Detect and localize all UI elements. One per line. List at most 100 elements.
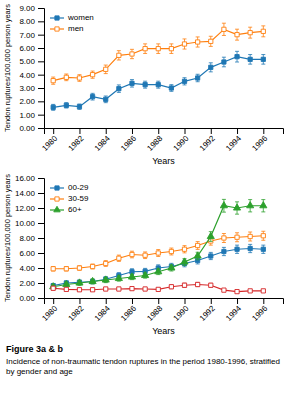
error-bar [222, 247, 226, 255]
marker [220, 202, 227, 208]
marker [64, 267, 68, 271]
tick: 10.00 [15, 219, 44, 228]
marker [209, 39, 213, 43]
tick-label: 1982 [67, 304, 86, 323]
error-bar [130, 80, 134, 87]
tick: 4.00 [19, 264, 44, 273]
tick-label: 0.00 [19, 124, 35, 133]
legend-entry: men [50, 24, 84, 33]
chart-svg: 0.001.002.003.004.005.006.007.008.009.00… [0, 0, 291, 400]
marker [104, 67, 108, 71]
marker [90, 73, 94, 77]
legend-swatch-marker [55, 27, 59, 31]
tick: 1990 [172, 298, 191, 323]
error-bar [130, 251, 134, 258]
error-bar [248, 289, 252, 292]
tick-label: 16.00 [15, 174, 36, 183]
legend-label: 00-29 [68, 183, 89, 192]
tick: 8.00 [19, 234, 44, 243]
tick: 16.00 [15, 174, 44, 183]
series-line [53, 236, 263, 269]
tick-mark [211, 298, 212, 304]
tick-label: 8.00 [19, 234, 35, 243]
tick: 1994 [224, 128, 243, 153]
error-bar [196, 242, 200, 250]
error-bar [156, 44, 160, 54]
tick: 1990 [172, 128, 191, 153]
marker [104, 287, 108, 291]
error-bar [77, 75, 81, 82]
error-bar [261, 245, 265, 253]
tick-label: 8.00 [19, 17, 35, 26]
error-bar [117, 85, 121, 92]
marker [235, 247, 239, 251]
panel: 0.002.004.006.008.0010.0012.0014.0016.00… [3, 174, 284, 336]
marker [248, 57, 252, 61]
tick-mark [211, 128, 212, 134]
tick: 12.00 [15, 204, 44, 213]
marker [169, 86, 173, 90]
marker [102, 276, 109, 282]
series [51, 282, 265, 293]
x-axis-title: Years [152, 326, 175, 336]
marker [64, 75, 68, 79]
error-bar [51, 104, 55, 110]
tick-mark [38, 101, 44, 102]
error-bar [64, 74, 68, 81]
marker [261, 289, 265, 293]
marker [117, 53, 121, 57]
tick-mark [53, 298, 54, 304]
panel: 0.001.002.003.004.005.006.007.008.009.00… [3, 4, 284, 166]
error-bar [209, 252, 213, 259]
y-axis-title: Tendon ruptures/100,000 person years [3, 174, 12, 302]
legend-entry: 30-59 [50, 194, 89, 203]
marker [196, 243, 200, 247]
marker [90, 95, 94, 99]
error-bar [91, 264, 95, 269]
marker [156, 47, 160, 51]
tick-mark [38, 253, 44, 254]
tick-label: 0.00 [19, 294, 35, 303]
error-bar [143, 81, 147, 88]
tick-mark [38, 223, 44, 224]
marker [260, 202, 267, 208]
error-bar [261, 289, 265, 292]
tick-label: 14.00 [15, 189, 36, 198]
caption-text: Incidence of non-traumatic tendon ruptur… [6, 357, 280, 376]
marker [51, 286, 55, 290]
error-bar [156, 288, 160, 291]
tick-label: 1980 [40, 134, 59, 153]
tick-label: 9.00 [19, 4, 35, 13]
tick-label: 4.00 [19, 71, 35, 80]
tick: 3.00 [19, 84, 44, 93]
legend-entry: 00-29 [50, 183, 89, 192]
marker [181, 258, 188, 264]
marker [261, 247, 265, 251]
marker [90, 264, 94, 268]
tick: 1980 [40, 298, 59, 323]
marker [156, 287, 160, 291]
error-bar [130, 49, 134, 58]
error-bar [156, 81, 160, 88]
error-bar [117, 255, 121, 261]
tick-mark [38, 61, 44, 62]
marker [143, 47, 147, 51]
tick: 0.00 [19, 294, 44, 303]
tick-label: 1996 [250, 304, 269, 323]
marker [64, 103, 68, 107]
error-bar [222, 289, 226, 292]
tick-mark [263, 128, 264, 134]
error-bar [104, 261, 108, 267]
marker [235, 55, 239, 59]
error-bar [169, 85, 173, 92]
tick-mark [237, 298, 238, 304]
error-bar [196, 74, 200, 81]
marker [51, 105, 55, 109]
error-bar [64, 103, 68, 108]
marker [77, 76, 81, 80]
error-bar [209, 283, 213, 287]
marker [130, 287, 134, 291]
marker [222, 288, 226, 292]
caption-title: Figure 3a & b [6, 344, 64, 354]
marker [235, 290, 239, 294]
